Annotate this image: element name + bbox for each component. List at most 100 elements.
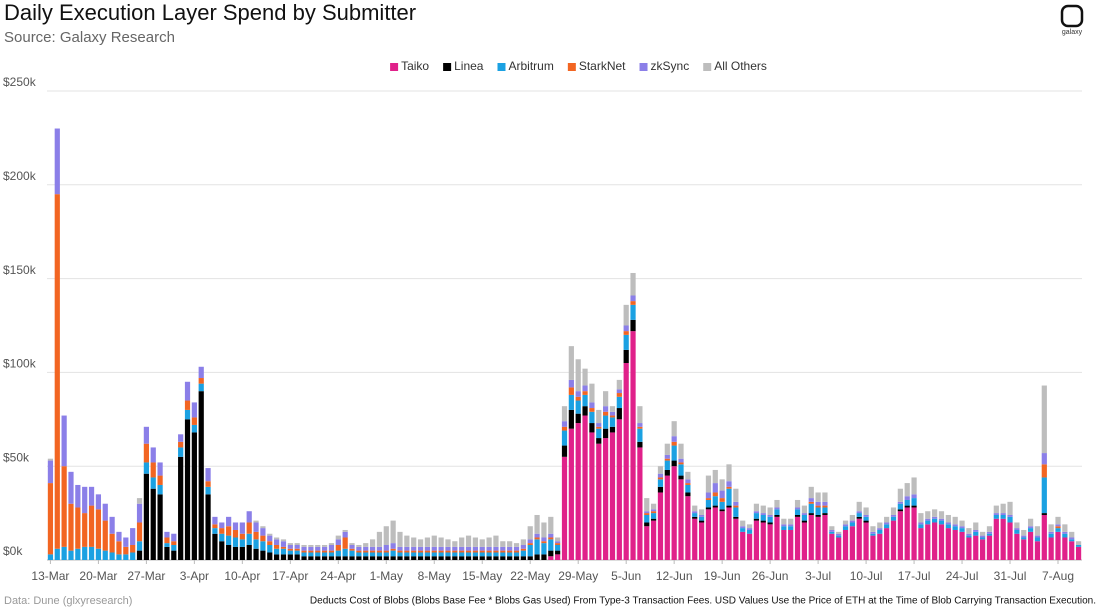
bar-segment [986,526,993,532]
bar-segment [287,548,293,551]
bar-segment [500,552,506,557]
bar-segment [746,524,753,529]
bar-segment [260,528,266,536]
bar-segment [513,543,520,547]
bar-segment [603,438,609,560]
bar-segment [842,529,849,560]
bar-segment [925,520,931,525]
bar-segment [904,499,910,506]
bar-segment [507,546,513,551]
bar-segment [232,537,239,547]
bar-segment [486,537,492,547]
bar-segment [47,458,54,461]
bar-segment [88,486,95,506]
bar-segment [644,498,650,512]
bar-segment [568,394,574,410]
bar-segment [363,546,369,551]
bar-segment [287,544,293,549]
bar-segment [685,492,691,497]
bar-segment [452,550,458,553]
bar-segment [609,432,616,560]
bar-segment [575,396,581,401]
bar-segment [321,552,328,557]
bar-segment [822,501,828,506]
legend-label: Taiko [401,59,429,73]
bar-segment [616,389,622,394]
legend-swatch [443,63,452,71]
bar-segment [657,492,664,560]
bar-segment [376,546,383,551]
bar-segment [911,505,917,508]
bar-segment [671,441,677,446]
bar-segment [746,533,753,560]
bar-segment [82,513,88,547]
bar-segment [534,537,540,540]
bar-segment [157,494,163,560]
bar-segment [1041,385,1047,454]
bar-segment [1075,544,1082,547]
bar-segment [794,514,801,517]
bar-segment [1041,477,1047,514]
bar-segment [308,550,314,553]
bar-segment [740,526,746,529]
bar-segment [513,556,520,560]
bar-segment [671,421,677,437]
bar-segment [438,550,444,553]
bar-segment [178,441,184,448]
y-tick-label: $100k [3,357,37,371]
bar-segment [774,514,780,517]
bar-segment [527,544,533,557]
bar-segment [452,546,458,551]
bar-segment [575,423,581,560]
bar-segment [712,505,718,508]
bar-segment [609,415,616,418]
bar-segment [575,391,581,397]
bar-segment [328,556,335,560]
logo-icon [1060,4,1084,28]
bar-segment [1007,522,1013,560]
bar-segment [349,548,355,551]
bar-segment [822,513,828,515]
bar-segment [1027,528,1034,532]
bar-segment [198,366,204,379]
bar-segment [534,554,540,560]
bar-segment [513,552,520,557]
chart-subtitle: Source: Galaxy Research [4,29,175,46]
bar-segment [527,543,533,545]
bar-segment [47,554,54,560]
bar-segment [548,556,554,560]
bar-segment [356,546,362,551]
bar-segment [651,511,657,514]
bar-segment [801,513,808,515]
bar-segment [116,531,122,542]
bar-segment [712,483,718,493]
bar-segment [849,522,855,527]
bar-segment [938,520,945,525]
bar-segment [788,518,794,525]
x-tick-label: 12-Jun [656,569,693,583]
bar-segment [582,415,588,560]
bar-segment [130,544,136,553]
bar-segment [198,383,204,392]
bar-segment [1062,531,1068,534]
bar-segment [671,460,677,467]
legend-label: Linea [454,59,484,73]
bar-segment [123,546,129,555]
bar-segment [918,513,924,523]
bar-segment [1027,518,1034,527]
bar-segment [191,432,197,560]
bar-segment [555,550,561,555]
bar-segment [856,511,862,514]
bar-segment [671,436,677,442]
bar-segment [932,509,938,517]
bar-segment [829,531,835,534]
bar-segment [1014,529,1020,534]
y-tick-label: $250k [3,75,37,89]
bar-segment [328,543,335,545]
bar-segment [959,528,965,532]
bar-segment [212,533,218,560]
bar-segment [733,516,739,519]
chart-title: Daily Execution Layer Spend by Submitter [4,0,416,25]
bar-segment [678,462,684,465]
bar-segment [664,460,670,470]
